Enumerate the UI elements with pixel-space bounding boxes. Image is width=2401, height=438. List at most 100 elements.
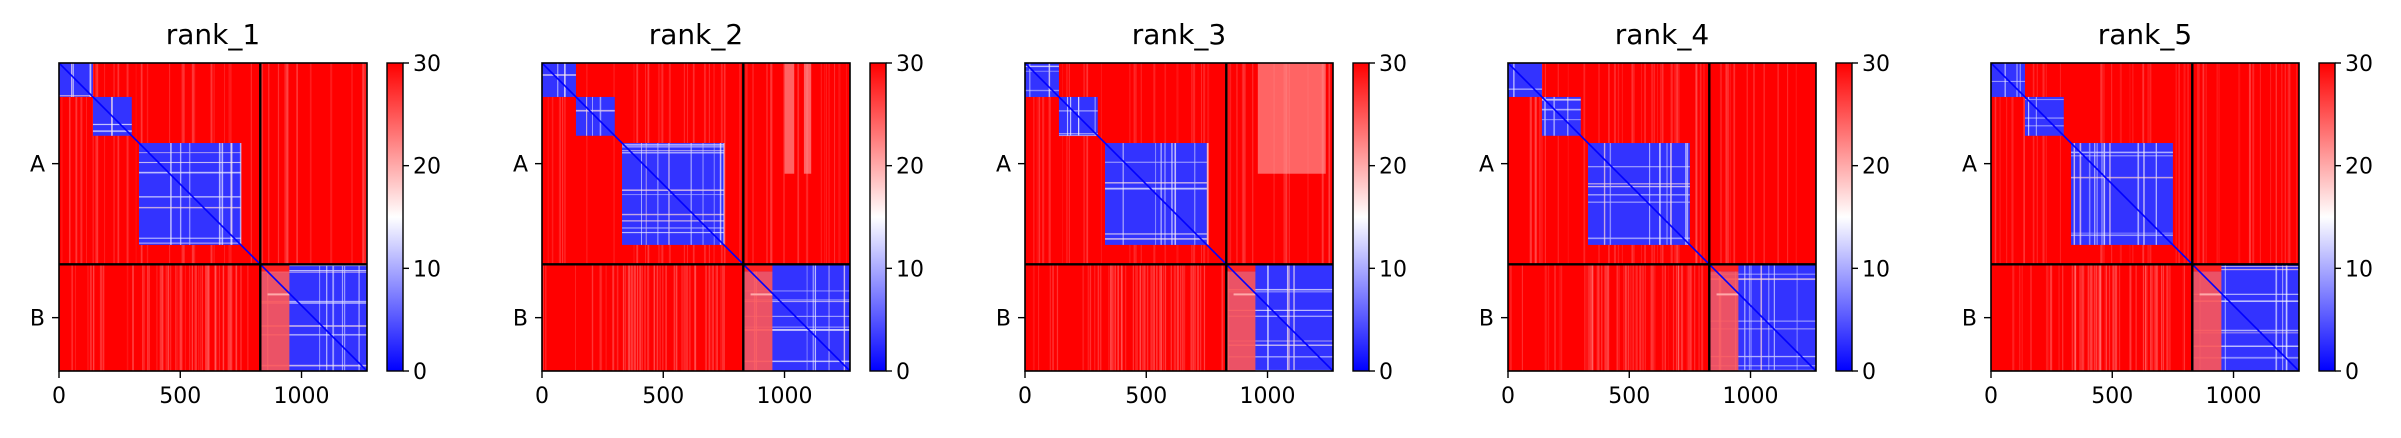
interchain-stripe (228, 264, 230, 371)
block-texture-line (668, 143, 670, 245)
texture-stripe (1729, 63, 1731, 265)
texture-stripe (1100, 63, 1102, 265)
block-texture-line (563, 63, 566, 97)
texture-stripe (351, 63, 353, 265)
y-tick-label-chain: A (1962, 153, 1977, 178)
texture-stripe (184, 264, 187, 371)
texture-stripe (2205, 63, 2207, 265)
texture-stripe (80, 63, 83, 265)
interchain-stripe (2144, 264, 2147, 371)
block-texture-line (2071, 234, 2173, 237)
texture-stripe (2252, 63, 2255, 265)
block-texture-line (2016, 63, 2018, 97)
texture-stripe (2093, 264, 2096, 371)
block-texture-line (645, 143, 647, 245)
texture-stripe (2156, 264, 2159, 371)
interchain-stripe (1141, 264, 1143, 371)
block-texture-line (1174, 143, 1177, 245)
interchain-stripe (1664, 264, 1666, 371)
block-texture-line (1171, 143, 1173, 245)
texture-stripe (613, 63, 615, 265)
texture-stripe (744, 63, 747, 265)
block-texture-line (1288, 264, 1290, 371)
x-tick-label: 500 (1125, 384, 1167, 409)
texture-stripe (1763, 63, 1765, 265)
texture-stripe (834, 63, 836, 265)
texture-stripe (2030, 264, 2032, 371)
interchain-stripe (1132, 264, 1134, 371)
chain-b-linker-top (260, 264, 290, 272)
texture-stripe (1089, 264, 1092, 371)
block-texture-line (1541, 108, 1581, 111)
interchain-stripe (2091, 264, 2093, 371)
x-tick-label: 0 (1984, 384, 1998, 409)
texture-stripe (824, 63, 826, 265)
interchain-stripe (2096, 264, 2098, 371)
interchain-stripe (214, 264, 216, 371)
interchain-stripe (1153, 264, 1155, 371)
interchain-stripe (1139, 264, 1141, 371)
texture-stripe (1728, 63, 1730, 265)
interchain-stripe (165, 264, 167, 371)
texture-stripe (2218, 63, 2220, 265)
block-texture-line (1544, 96, 1546, 136)
interchain-stripe (222, 264, 224, 371)
texture-stripe (1036, 63, 1038, 265)
block-texture-line (89, 63, 92, 97)
texture-stripe (1733, 63, 1736, 265)
interchain-stripe (208, 264, 210, 371)
texture-stripe (766, 63, 768, 265)
block-texture-line (230, 143, 232, 245)
block-texture-line (1760, 264, 1763, 371)
block-texture-line (2192, 332, 2299, 334)
x-tick-label: 500 (159, 384, 201, 409)
block-texture-line (828, 264, 830, 371)
interchain-stripe (1636, 264, 1638, 371)
texture-stripe (1530, 63, 1532, 265)
block-texture-line (743, 326, 850, 328)
texture-stripe (1539, 63, 1541, 265)
texture-stripe (250, 63, 252, 265)
interchain-stripe (1662, 264, 1664, 371)
block-texture-line (1029, 63, 1031, 97)
texture-stripe (1691, 264, 1693, 371)
chain-b-linker (1226, 271, 1256, 371)
texture-stripe (1328, 63, 1330, 265)
texture-stripe (1221, 264, 1224, 371)
block-texture-line (1588, 237, 1690, 240)
interchain-stripe (200, 264, 202, 371)
x-tick-label: 500 (642, 384, 684, 409)
texture-stripe (2011, 63, 2013, 265)
block-texture-line (1666, 143, 1668, 245)
interchain-stripe (2169, 264, 2171, 371)
interchain-stripe (1194, 264, 1196, 371)
block-texture-line (1553, 96, 1556, 136)
texture-stripe (2216, 63, 2218, 265)
block-texture-line (2024, 117, 2064, 119)
texture-stripe (1558, 264, 1560, 371)
block-texture-line (1991, 80, 2025, 82)
block-texture-line (1226, 356, 1333, 358)
texture-stripe (1049, 264, 1052, 371)
x-tick-label: 500 (2091, 384, 2133, 409)
texture-stripe (783, 63, 785, 265)
block-texture-line (139, 171, 241, 174)
interchain-stripe (170, 264, 172, 371)
block-texture-line (2019, 63, 2021, 97)
interchain-stripe (1639, 264, 1641, 371)
texture-stripe (2019, 264, 2021, 371)
texture-stripe (1144, 264, 1147, 371)
texture-stripe (2045, 63, 2047, 265)
block-texture-line (622, 143, 724, 146)
interchain-stripe (179, 264, 181, 371)
panel-rank_2: rank_2 0 500 1000 A B 0 10 20 30 (513, 18, 924, 409)
interchain-stripe (1675, 264, 1678, 371)
texture-stripe (2032, 63, 2035, 265)
interchain-stripe (2135, 264, 2137, 371)
texture-stripe (247, 264, 249, 371)
texture-stripe (2287, 63, 2290, 265)
block-texture-line (2073, 143, 2076, 245)
block-texture-line (1768, 264, 1770, 371)
block-texture-line (1025, 89, 1059, 92)
interchain-stripe (1176, 264, 1178, 371)
